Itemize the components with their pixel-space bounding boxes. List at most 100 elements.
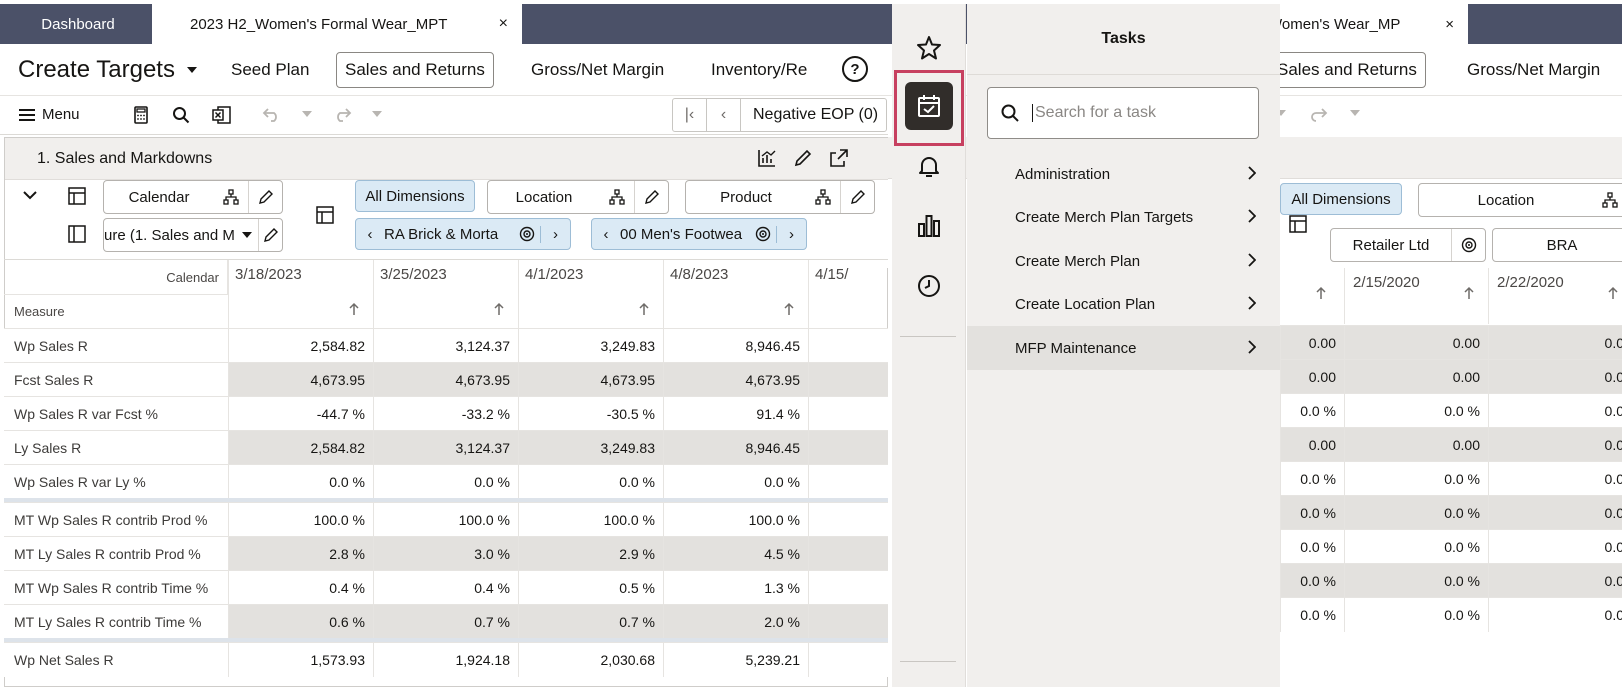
bar-chart-icon[interactable] bbox=[905, 202, 953, 250]
value-cell[interactable]: 0.00 bbox=[1280, 326, 1344, 360]
right-nav-gross-net-margin[interactable]: Gross/Net Margin bbox=[1458, 52, 1609, 88]
value-cell[interactable]: 0.0 % bbox=[1280, 598, 1344, 632]
value-cell[interactable]: 0.7 % bbox=[373, 605, 518, 639]
right-bra-selector[interactable]: BRA bbox=[1492, 228, 1622, 262]
task-item[interactable]: MFP Maintenance bbox=[967, 326, 1280, 370]
right-all-dimensions-chip[interactable]: All Dimensions bbox=[1280, 183, 1402, 215]
search-icon[interactable] bbox=[172, 106, 190, 124]
sort-arrow-icon[interactable] bbox=[349, 302, 359, 316]
expand-icon[interactable] bbox=[829, 148, 849, 168]
edit-icon[interactable] bbox=[793, 148, 813, 168]
close-icon[interactable]: × bbox=[1445, 15, 1454, 33]
value-cell[interactable] bbox=[808, 363, 888, 397]
nav-sales-and-returns[interactable]: Sales and Returns bbox=[336, 52, 494, 88]
column-header[interactable]: 3/25/2023 bbox=[373, 260, 518, 328]
value-cell[interactable]: 2.9 % bbox=[518, 537, 663, 571]
first-page-icon[interactable]: |‹ bbox=[673, 99, 707, 131]
value-cell[interactable]: 0.0 % bbox=[1344, 462, 1488, 496]
value-cell[interactable]: 3,249.83 bbox=[518, 431, 663, 465]
sort-arrow-icon[interactable] bbox=[494, 302, 504, 316]
target-icon[interactable] bbox=[1451, 229, 1485, 261]
sort-arrow-icon[interactable] bbox=[1608, 286, 1618, 300]
collapse-chevron-icon[interactable] bbox=[23, 190, 37, 200]
redo-icon[interactable] bbox=[332, 106, 382, 122]
value-cell[interactable]: 4,673.95 bbox=[518, 363, 663, 397]
column-header[interactable]: 4/15/ bbox=[808, 260, 888, 328]
hierarchy-icon[interactable] bbox=[1593, 184, 1622, 216]
value-cell[interactable]: 0.0 % bbox=[1344, 530, 1488, 564]
all-dimensions-chip[interactable]: All Dimensions bbox=[355, 180, 475, 212]
value-cell[interactable]: 0.5 % bbox=[518, 571, 663, 605]
value-cell[interactable]: 0.00 bbox=[1344, 360, 1488, 394]
value-cell[interactable]: 1,924.18 bbox=[373, 643, 518, 677]
value-cell[interactable]: 5,239.21 bbox=[663, 643, 808, 677]
value-cell[interactable] bbox=[808, 643, 888, 677]
value-cell[interactable]: 0.4 % bbox=[373, 571, 518, 605]
task-search-field[interactable]: Search for a task bbox=[987, 87, 1259, 139]
value-cell[interactable]: 0.0 % bbox=[228, 465, 373, 499]
column-header[interactable]: 4/1/2023 bbox=[518, 260, 663, 328]
value-cell[interactable]: 0.00 bbox=[1344, 326, 1488, 360]
value-cell[interactable]: 0.0 bbox=[1488, 530, 1622, 564]
value-cell[interactable]: 0.0 bbox=[1488, 428, 1622, 462]
value-cell[interactable]: -30.5 % bbox=[518, 397, 663, 431]
value-cell[interactable]: 4,673.95 bbox=[228, 363, 373, 397]
value-cell[interactable]: 0.0 % bbox=[1344, 496, 1488, 530]
task-item[interactable]: Administration bbox=[967, 152, 1280, 196]
value-cell[interactable]: 0.0 bbox=[1488, 360, 1622, 394]
value-cell[interactable] bbox=[808, 465, 888, 499]
caret-down-icon[interactable] bbox=[186, 67, 197, 73]
edit-icon[interactable] bbox=[258, 219, 282, 251]
nav-inventory[interactable]: Inventory/Re bbox=[702, 52, 838, 88]
product-selector[interactable]: ‹ 00 Men's Footwea › bbox=[591, 218, 807, 250]
value-cell[interactable]: -33.2 % bbox=[373, 397, 518, 431]
caret-down-icon[interactable] bbox=[235, 219, 258, 251]
tab-active-plan[interactable]: 2023 H2_Women's Formal Wear_MPT × bbox=[152, 4, 522, 44]
sidebar-layout-icon[interactable] bbox=[67, 224, 87, 244]
export-excel-icon[interactable] bbox=[212, 106, 232, 124]
help-icon[interactable]: ? bbox=[840, 54, 870, 84]
value-cell[interactable]: 0.0 % bbox=[1280, 496, 1344, 530]
value-cell[interactable] bbox=[808, 571, 888, 605]
value-cell[interactable]: 0.0 % bbox=[663, 465, 808, 499]
page-title[interactable]: Create Targets bbox=[18, 56, 197, 84]
value-cell[interactable]: 0.0 % bbox=[1280, 462, 1344, 496]
right-pivot-icon[interactable] bbox=[1288, 214, 1308, 234]
value-cell[interactable]: 91.4 % bbox=[663, 397, 808, 431]
value-cell[interactable]: 3,124.37 bbox=[373, 431, 518, 465]
hierarchy-icon[interactable] bbox=[806, 181, 840, 213]
right-location-dimension[interactable]: Location bbox=[1418, 183, 1622, 217]
value-cell[interactable] bbox=[808, 431, 888, 465]
sort-arrow-icon[interactable] bbox=[784, 302, 794, 316]
edit-icon[interactable] bbox=[840, 181, 874, 213]
value-cell[interactable] bbox=[808, 329, 888, 363]
value-cell[interactable]: 0.0 bbox=[1488, 598, 1622, 632]
tab-dashboard[interactable]: Dashboard bbox=[4, 4, 152, 44]
value-cell[interactable]: 4,673.95 bbox=[663, 363, 808, 397]
location-dimension[interactable]: Location bbox=[487, 180, 669, 214]
value-cell[interactable]: 0.0 % bbox=[1280, 394, 1344, 428]
calendar-dimension[interactable]: Calendar bbox=[103, 180, 283, 214]
bell-icon[interactable] bbox=[905, 142, 953, 190]
value-cell[interactable]: 100.0 % bbox=[228, 503, 373, 537]
value-cell[interactable]: -44.7 % bbox=[228, 397, 373, 431]
sort-arrow-icon[interactable] bbox=[639, 302, 649, 316]
value-cell[interactable]: 100.0 % bbox=[373, 503, 518, 537]
value-cell[interactable]: 100.0 % bbox=[663, 503, 808, 537]
value-cell[interactable]: 1,573.93 bbox=[228, 643, 373, 677]
value-cell[interactable]: 0.6 % bbox=[228, 605, 373, 639]
value-cell[interactable]: 8,946.45 bbox=[663, 431, 808, 465]
close-icon[interactable]: × bbox=[498, 15, 508, 32]
column-header[interactable]: 2/15/2020 bbox=[1344, 268, 1488, 324]
value-cell[interactable]: 0.0 % bbox=[1280, 530, 1344, 564]
value-cell[interactable]: 4.5 % bbox=[663, 537, 808, 571]
chevron-left-icon[interactable]: ‹ bbox=[367, 225, 373, 243]
target-icon[interactable] bbox=[750, 226, 776, 242]
layout-icon[interactable] bbox=[67, 186, 87, 206]
value-cell[interactable]: 3,124.37 bbox=[373, 329, 518, 363]
edit-icon[interactable] bbox=[248, 181, 282, 213]
value-cell[interactable]: 0.0 % bbox=[1344, 598, 1488, 632]
value-cell[interactable]: 2,584.82 bbox=[228, 329, 373, 363]
value-cell[interactable]: 0.0 % bbox=[1344, 394, 1488, 428]
value-cell[interactable]: 2.8 % bbox=[228, 537, 373, 571]
